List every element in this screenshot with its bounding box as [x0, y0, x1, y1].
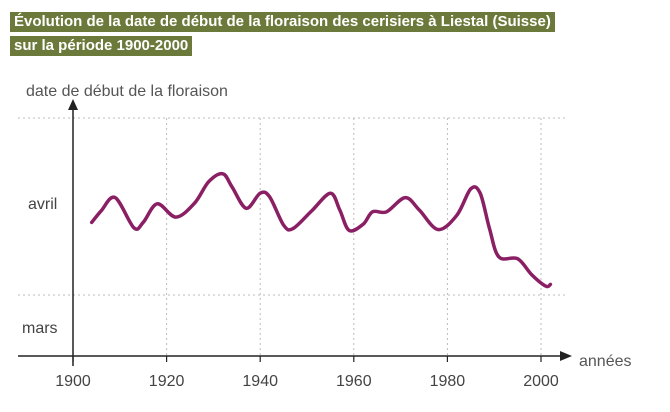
y-category-mars: mars [22, 320, 58, 337]
y-axis-label: date de début de la floraison [26, 83, 228, 100]
x-axis-label: années [579, 353, 632, 370]
y-axis-arrow [68, 99, 78, 110]
series [89, 171, 553, 289]
x-axis-arrow [560, 351, 572, 361]
chart-title-line-2: sur la période 1900-2000 [10, 36, 193, 56]
x-tick-label: 1980 [430, 373, 466, 390]
series-line-flowering-date [89, 171, 553, 289]
x-tick-label: 1900 [55, 373, 91, 390]
y-category-avril: avril [28, 196, 57, 213]
x-tick-label: 1920 [149, 373, 185, 390]
x-tick-label: 1960 [336, 373, 372, 390]
axes [18, 99, 572, 366]
chart-title-line-1: Évolution de la date de début de la flor… [10, 12, 555, 32]
x-ticks: 1900 1920 1940 1960 1980 2000 [55, 356, 559, 390]
x-tick-label: 2000 [523, 373, 559, 390]
x-tick-label: 1940 [242, 373, 278, 390]
grid [18, 117, 568, 356]
